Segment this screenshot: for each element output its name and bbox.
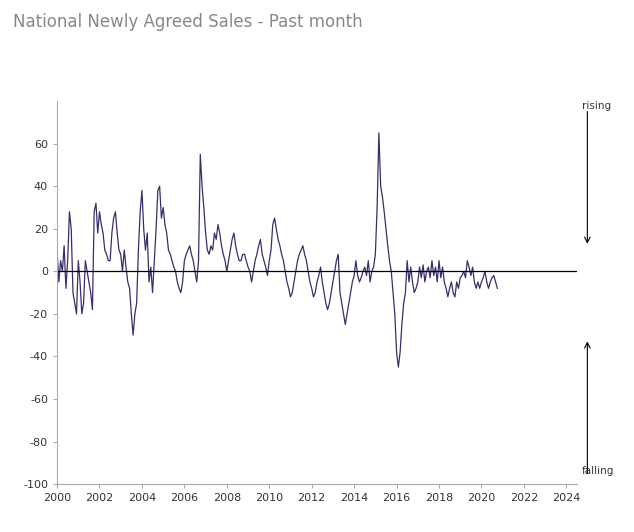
Text: Net balance, %, SA: Net balance, %, SA [78,85,182,95]
Text: National Newly Agreed Sales - Past month: National Newly Agreed Sales - Past month [13,13,362,31]
Text: rising: rising [582,101,611,111]
Text: falling: falling [582,467,614,477]
Text: Newly Agreed Sales - Last Month: Newly Agreed Sales - Last Month [207,84,427,96]
